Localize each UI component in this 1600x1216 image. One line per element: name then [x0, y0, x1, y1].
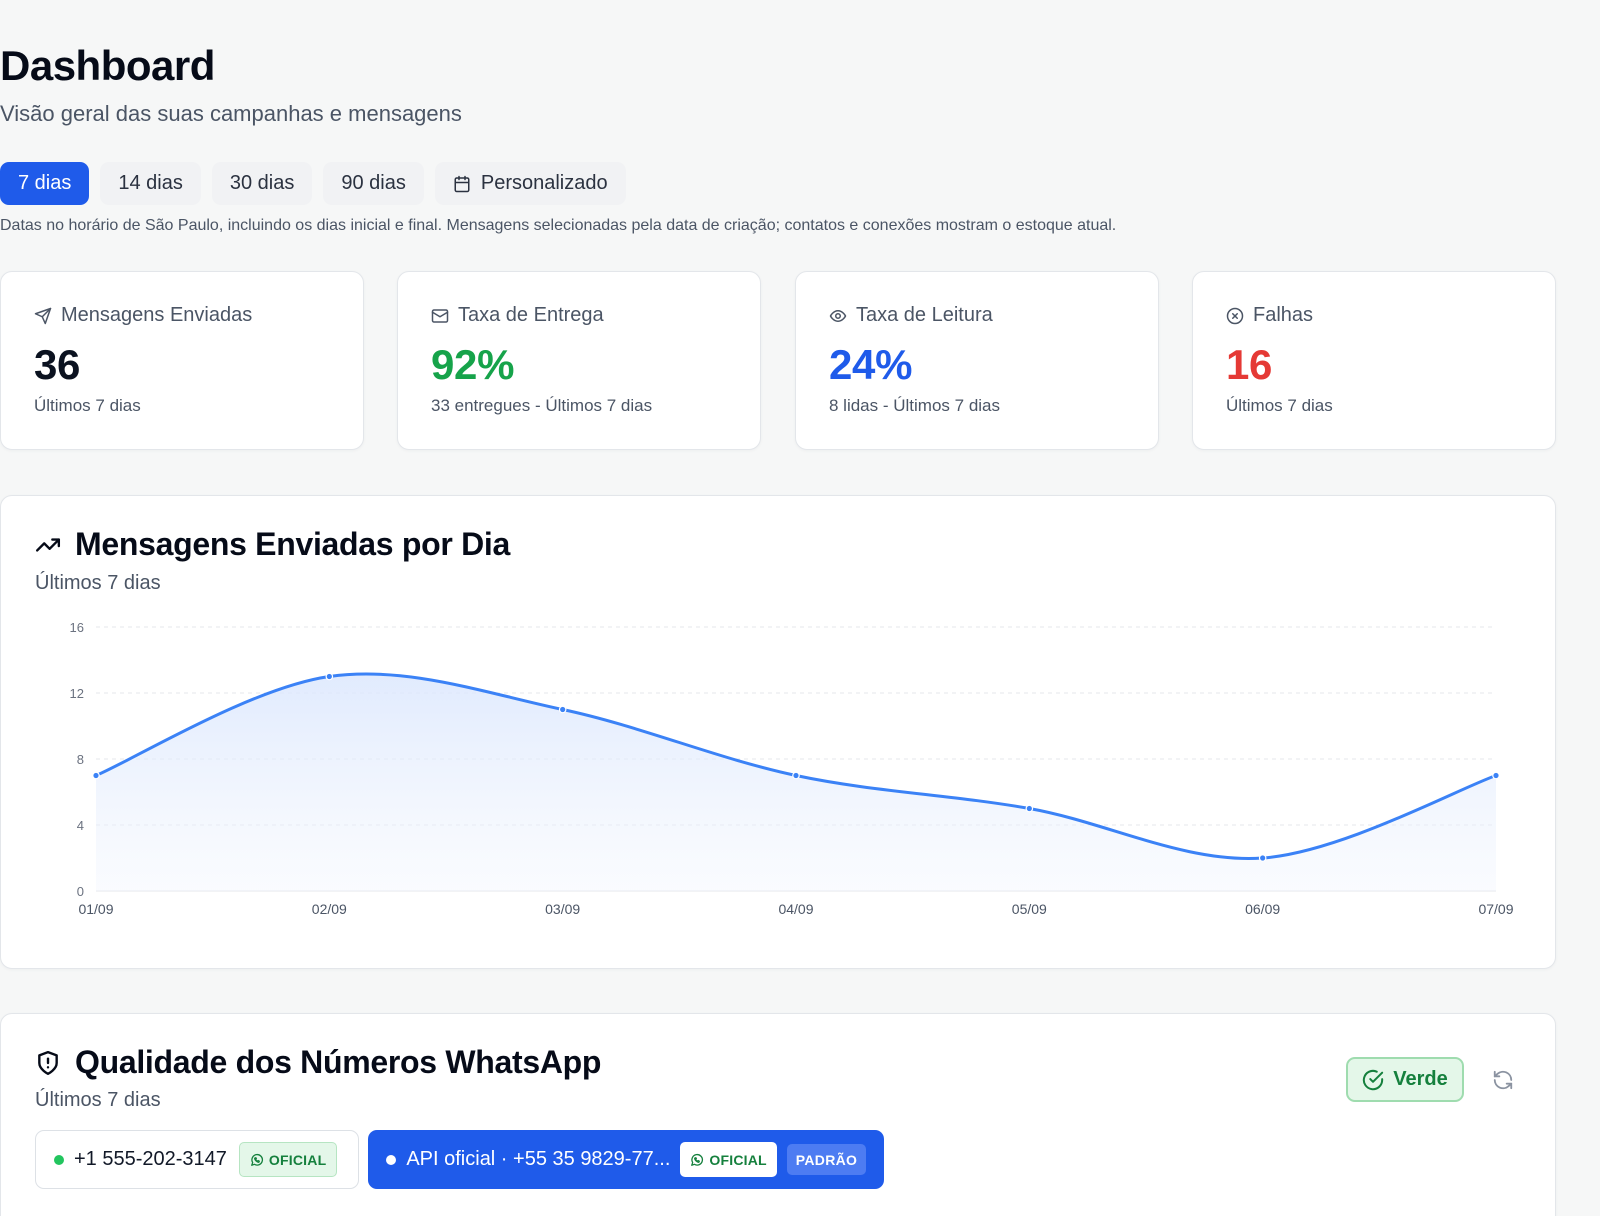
refresh-icon[interactable] — [1492, 1069, 1514, 1091]
range-7-dias-button[interactable]: 7 dias — [0, 162, 90, 205]
oficial-badge: OFICIAL — [680, 1142, 777, 1177]
stat-label: Mensagens Enviadas — [61, 304, 253, 326]
y-tick-label: 8 — [77, 752, 84, 767]
data-point[interactable] — [558, 705, 567, 714]
y-tick-label: 0 — [77, 884, 84, 899]
range-90-dias-button[interactable]: 90 dias — [323, 162, 424, 205]
page-subtitle: Visão geral das suas campanhas e mensage… — [0, 101, 462, 126]
series-area — [96, 673, 1496, 891]
date-note: Datas no horário de São Paulo, incluindo… — [0, 217, 1117, 234]
stat-value: 92% — [431, 341, 515, 388]
x-circle-icon — [1226, 307, 1244, 324]
stat-value: 24% — [829, 341, 913, 388]
stat-sub: 8 lidas - Últimos 7 dias — [829, 396, 1001, 415]
mail-icon — [431, 308, 449, 323]
data-point[interactable] — [1025, 804, 1034, 813]
y-tick-label: 16 — [70, 620, 84, 635]
data-point[interactable] — [325, 672, 334, 681]
page-title: Dashboard — [0, 42, 215, 89]
stat-card-taxa-entrega: Taxa de Entrega 92% 33 entregues - Últim… — [397, 271, 761, 450]
stat-sub: Últimos 7 dias — [34, 396, 141, 415]
oficial-badge-label: OFICIAL — [268, 1151, 327, 1168]
quality-status-badge: Verde — [1346, 1057, 1464, 1102]
stat-card-falhas: Falhas 16 Últimos 7 dias — [1192, 271, 1556, 450]
oficial-badge-label: OFICIAL — [709, 1151, 767, 1168]
status-dot — [54, 1154, 64, 1165]
whatsapp-icon — [251, 1153, 263, 1166]
x-tick-label: 02/09 — [312, 901, 347, 917]
stat-label: Taxa de Leitura — [856, 304, 993, 326]
stat-sub: 33 entregues - Últimos 7 dias — [431, 396, 653, 415]
check-circle-icon — [1363, 1069, 1384, 1090]
quality-title: Qualidade dos Números WhatsApp — [75, 1044, 602, 1080]
range-14-dias-button[interactable]: 14 dias — [100, 162, 201, 205]
stat-label: Falhas — [1253, 304, 1314, 326]
shield-icon — [38, 1050, 58, 1075]
number-chip-2[interactable]: API oficial · +55 35 9829-77... OFICIAL … — [368, 1130, 885, 1189]
stat-label: Taxa de Entrega — [458, 304, 604, 326]
calendar-icon — [454, 175, 470, 192]
range-30-dias-button[interactable]: 30 dias — [211, 162, 313, 205]
range-custom-button[interactable]: Personalizado — [434, 162, 626, 205]
oficial-badge: OFICIAL — [238, 1142, 338, 1177]
status-dot — [386, 1154, 397, 1165]
eye-icon — [829, 309, 847, 322]
data-point[interactable] — [1258, 854, 1267, 862]
data-point[interactable] — [792, 771, 800, 780]
trending-up-icon — [35, 537, 61, 552]
data-point[interactable] — [92, 771, 100, 780]
whatsapp-quality-card: Qualidade dos Números WhatsApp Últimos 7… — [0, 1013, 1556, 1216]
stat-value: 36 — [34, 341, 81, 388]
y-tick-label: 12 — [70, 686, 84, 701]
x-tick-label: 06/09 — [1245, 901, 1280, 917]
send-icon — [34, 307, 52, 324]
x-tick-label: 03/09 — [545, 901, 580, 917]
number-label: API oficial · +55 35 9829-77... — [406, 1148, 671, 1170]
whatsapp-icon — [691, 1153, 704, 1166]
x-tick-label: 07/09 — [1478, 901, 1513, 917]
x-tick-label: 04/09 — [778, 901, 813, 917]
stat-sub: Últimos 7 dias — [1226, 396, 1333, 415]
y-tick-label: 4 — [77, 818, 84, 833]
number-chip-1[interactable]: +1 555-202-3147 OFICIAL — [35, 1130, 360, 1189]
data-point[interactable] — [1492, 771, 1500, 780]
padrao-badge: PADRÃO — [786, 1144, 867, 1175]
stat-card-mensagens-enviadas: Mensagens Enviadas 36 Últimos 7 dias — [0, 271, 364, 450]
messages-area-chart: 0 4 8 12 16 01/09 02/09 03/09 04/09 05/09 06/09 07/… — [70, 620, 1514, 917]
date-range-selector: 7 dias 14 dias 30 dias 90 dias Personali… — [0, 162, 626, 205]
range-custom-label: Personalizado — [480, 172, 608, 194]
quality-subtitle: Últimos 7 dias — [35, 1089, 161, 1111]
chart-subtitle: Últimos 7 dias — [35, 572, 161, 594]
x-tick-label: 05/09 — [1012, 901, 1047, 917]
chart-title: Mensagens Enviadas por Dia — [75, 526, 511, 562]
quality-status-label: Verde — [1393, 1068, 1448, 1090]
stat-value: 16 — [1226, 341, 1273, 388]
stat-card-taxa-leitura: Taxa de Leitura 24% 8 lidas - Últimos 7 … — [795, 271, 1159, 450]
number-label: +1 555-202-3147 — [74, 1148, 227, 1170]
x-tick-label: 01/09 — [78, 901, 113, 917]
chart-card: Mensagens Enviadas por Dia Últimos 7 dia… — [0, 495, 1556, 969]
